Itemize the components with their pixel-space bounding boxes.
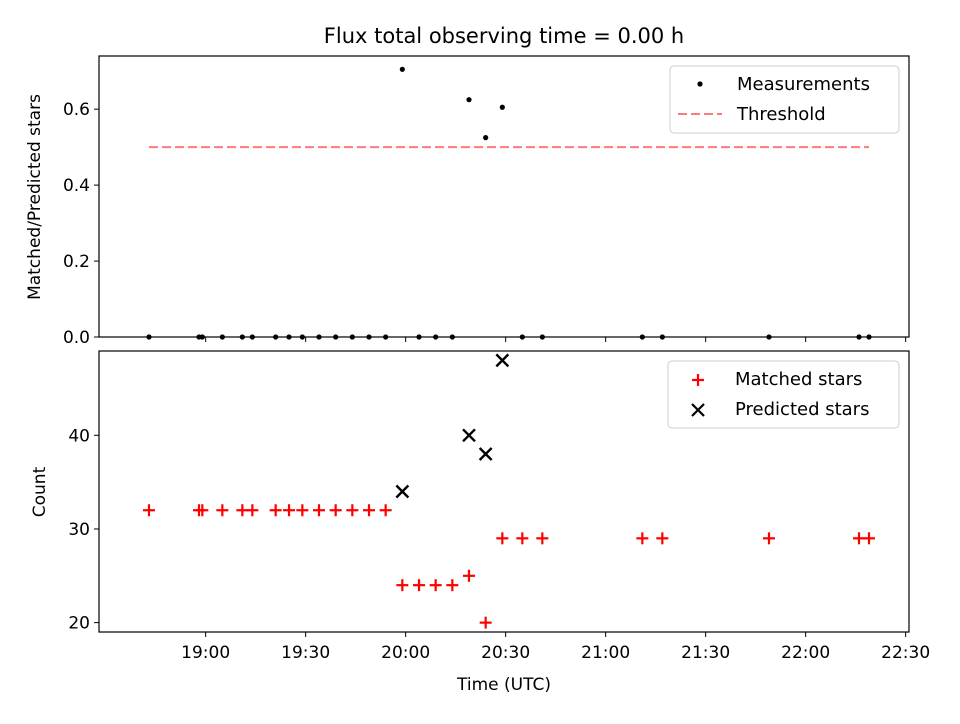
measurement-point: [383, 334, 389, 340]
measurement-point: [399, 66, 405, 72]
legend-measurements-label: Measurements: [737, 74, 870, 95]
measurement-point: [349, 334, 355, 340]
predicted-point: [495, 353, 510, 368]
y-tick-label: 40: [68, 426, 90, 446]
measurement-point: [866, 334, 872, 340]
measurement-point: [766, 334, 772, 340]
matched-point: [246, 504, 259, 517]
bottom-plot-frame: [98, 350, 910, 633]
top-y-axis-label: Matched/Predicted stars: [25, 94, 45, 300]
matched-point: [143, 504, 155, 517]
matched-point: [763, 532, 775, 545]
matched-point: [363, 504, 375, 517]
bottom-y-ticks: 20 30 40: [68, 426, 99, 634]
legend-threshold-label: Threshold: [736, 104, 826, 125]
legend-measurements-marker: [697, 81, 703, 87]
measurement-point: [416, 334, 422, 340]
legend-matched-label: Matched stars: [735, 369, 862, 390]
matched-point: [313, 504, 325, 517]
x-tick-label: 21:30: [681, 643, 730, 663]
measurement-point: [316, 334, 322, 340]
matched-point: [536, 532, 549, 545]
x-tick-label: 20:30: [481, 643, 530, 663]
legend-predicted-marker: [691, 403, 705, 417]
bottom-y-axis-label: Count: [30, 466, 50, 517]
top-y-ticks: 0.0 0.2 0.4 0.6: [63, 100, 99, 348]
measurement-point: [249, 334, 255, 340]
measurement-point: [856, 334, 862, 340]
top-series: [146, 66, 872, 340]
matched-point: [346, 504, 359, 517]
matched-point: [429, 579, 442, 592]
top-plot-frame: [98, 55, 910, 338]
x-tick-label: 19:30: [281, 643, 330, 663]
x-tick-label: 19:00: [181, 643, 230, 663]
chart-title: Flux total observing time = 0.00 h: [324, 24, 684, 48]
measurement-point: [273, 334, 279, 340]
matched-point: [283, 504, 295, 517]
measurement-point: [366, 334, 372, 340]
matched-point: [479, 616, 492, 629]
matched-point: [329, 504, 342, 517]
predicted-point: [478, 447, 493, 461]
top-panel: 0.0 0.2 0.4 0.6 Matched/Predicted stars Mea…: [25, 55, 910, 348]
measurement-point: [499, 104, 505, 110]
y-tick-label: 0.0: [63, 328, 90, 348]
measurement-point: [219, 334, 225, 340]
x-tick-label: 20:00: [381, 643, 430, 663]
top-legend: Measurements Threshold: [669, 65, 900, 134]
measurement-point: [333, 334, 339, 340]
measurement-point: [659, 334, 665, 340]
matched-point: [413, 579, 425, 592]
x-tick-label: 22:30: [881, 643, 930, 663]
matched-point: [269, 504, 282, 517]
matched-point: [379, 504, 392, 517]
bottom-series: [143, 353, 875, 629]
measurement-point: [239, 334, 245, 340]
bottom-x-axis-label: Time (UTC): [456, 675, 551, 695]
predicted-point: [395, 484, 410, 499]
top-legend-box: [669, 65, 900, 134]
measurement-point: [639, 334, 645, 340]
x-tick-label: 21:00: [581, 643, 630, 663]
legend-matched-marker: [692, 374, 704, 386]
y-tick-label: 0.6: [63, 100, 90, 120]
y-tick-label: 0.2: [63, 252, 90, 272]
matched-point: [463, 569, 475, 582]
matched-point: [656, 532, 669, 545]
bottom-legend-box: [667, 360, 900, 429]
matched-point: [863, 532, 875, 545]
matched-point: [496, 532, 509, 545]
predicted-point: [462, 428, 476, 443]
y-tick-label: 20: [68, 614, 90, 634]
legend-predicted-label: Predicted stars: [735, 399, 869, 420]
matched-point: [446, 579, 459, 592]
measurement-point: [539, 334, 545, 340]
matched-point: [396, 579, 409, 592]
matched-point: [636, 532, 649, 545]
bottom-x-ticks: 19:00 19:30 20:00 20:30 21:00 21:30 22:00 22:30: [181, 632, 930, 663]
measurement-point: [433, 334, 439, 340]
y-tick-label: 0.4: [63, 176, 90, 196]
matched-point: [516, 532, 529, 545]
bottom-panel: 20 30 40 19:00 19:30 20:00 20:30 21:00 21:30 22:…: [30, 350, 930, 695]
bottom-legend: Matched stars Predicted stars: [667, 360, 900, 429]
top-x-ticks: [205, 337, 907, 342]
measurement-point: [199, 334, 205, 340]
measurement-point: [483, 135, 489, 141]
measurement-point: [449, 334, 455, 340]
matched-point: [296, 504, 309, 517]
measurement-point: [146, 334, 152, 340]
matched-point: [216, 504, 229, 517]
x-tick-label: 22:00: [781, 643, 830, 663]
measurement-point: [299, 334, 305, 340]
measurement-point: [466, 97, 472, 103]
matched-point: [196, 504, 209, 517]
measurement-point: [286, 334, 292, 340]
y-tick-label: 30: [68, 520, 90, 540]
measurement-point: [519, 334, 525, 340]
